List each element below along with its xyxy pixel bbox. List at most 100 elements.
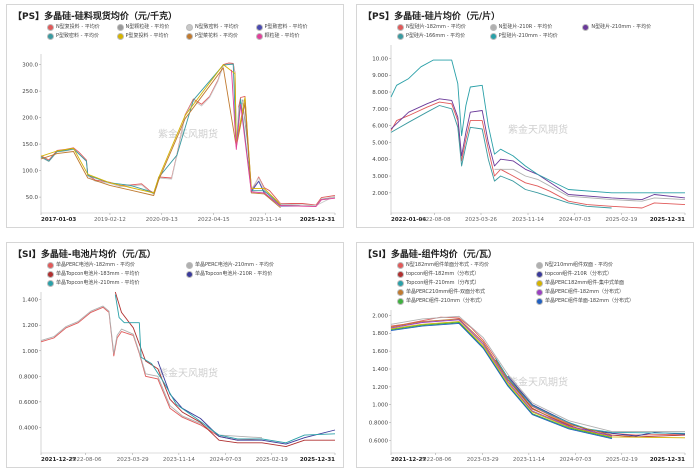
legend-item[interactable]: N型致密料 - 平均价 [186,23,239,33]
x-tick-label: 2024-07-03 [559,217,591,223]
legend-swatch [536,262,543,269]
series-line [390,101,686,209]
legend-label: 单晶PERC182mm组件-集中式单面 [545,280,624,286]
legend-swatch [489,24,497,31]
x-tick-label: 2025-12-31 [650,217,685,223]
chart-plot: 2.000 3.000 4.000 5.000 6.000 7.000 8.000 9.000… [372,45,686,223]
series-line [494,168,686,202]
series-line [390,105,612,209]
y-tick-label: 200.0 [22,116,38,122]
legend-item[interactable]: N型颗粒硅 - 平均价 [116,23,170,33]
legend-item[interactable]: P型致密料 - 平均价 [255,23,308,33]
legend-swatch [186,33,193,40]
legend-item[interactable]: P型硅片-210mm - 平均价 [489,32,558,42]
legend-swatch [397,262,404,269]
legend-swatch [47,271,54,278]
y-tick-label: 300.0 [22,63,38,69]
legend-item[interactable]: N型硅片-182mm - 平均价 [397,23,466,33]
legend-item[interactable]: 单晶Topcon电池片-210R - 平均价 [186,270,272,280]
y-tick-label: 250.0 [22,89,38,95]
x-tick-label: 2017-01-03 [41,217,76,223]
legend-label: P型菜花料 - 平均价 [195,33,238,39]
series-line [390,322,613,440]
series-line [40,67,281,209]
legend-item[interactable]: 单晶Topcon电池片-210mm - 平均价 [47,279,140,289]
legend-item[interactable]: P型硅片-166mm - 平均价 [397,32,465,42]
legend-item[interactable]: N型硅片-210mm - 平均价 [582,23,651,33]
x-tick-label: 2025-12-31 [650,457,685,463]
series-line [390,59,685,194]
legend-swatch [397,280,404,287]
legend-item[interactable]: 单晶Topcon电池片-183mm - 平均价 [47,270,140,280]
y-tick-label: 1.400 [22,298,38,304]
x-tick-label: 2019-02-12 [94,217,126,223]
legend-swatch [116,24,124,31]
legend-item[interactable]: 单晶PERC组件单面-182mm（分布式） [536,297,634,307]
legend-item[interactable]: 单晶PERC电池片-210mm - 平均价 [186,261,274,271]
legend-label: 单晶PERC210mm组件-双面分布式 [406,289,485,295]
legend-item[interactable]: 单晶PERC182mm组件-集中式单面 [536,279,624,289]
legend-item[interactable]: 单晶PERC电池片-182mm - 平均价 [47,261,135,271]
y-tick-label: 1.000 [372,403,388,409]
y-tick-label: 0.4000 [19,425,39,431]
legend-swatch [47,280,54,287]
legend-item[interactable]: N型复投料 - 平均价 [47,23,100,33]
legend-swatch [255,24,263,31]
legend-label: Topcon组件-210mm（分布式） [406,280,480,286]
legend-item[interactable]: N型182mm组件单面分布式 - 平均价 [397,261,489,271]
series-line [390,315,685,433]
legend-label: 单晶PERC组件单面-182mm（分布式） [545,298,634,304]
legend-item[interactable]: topcon组件-182mm（分布式） [397,270,479,280]
y-tick-label: 6.000 [372,124,388,130]
x-tick-label: 2022-08-08 [419,217,451,223]
legend-swatch [397,289,404,296]
y-tick-label: 9.000 [372,73,388,79]
series-line [157,360,336,445]
x-tick-label: 2025-12-31 [300,457,335,463]
series-line [114,294,336,444]
legend-swatch [489,33,497,40]
chart-legend: N型182mm组件单面分布式 - 平均价 N型210mm组件双面 - 平均价 top… [397,261,675,306]
legend-item[interactable]: P型菜花料 - 平均价 [186,32,238,42]
chart-legend: N型硅片-182mm - 平均价 N型硅片-210R - 平均价 N型硅片-210m… [397,23,675,41]
legend-label: P型致密料 - 平均价 [56,33,99,39]
y-tick-label: 0.6000 [19,400,39,406]
legend-label: N型颗粒硅 - 平均价 [125,24,170,30]
legend-label: N型硅片-182mm - 平均价 [406,24,466,30]
y-tick-label: 0.8000 [19,374,39,380]
chart-title: 【PS】多晶硅-硅料现货均价（元/千克） [13,12,178,22]
legend-label: 单晶PERC组件-182mm（分布式） [545,289,624,295]
chart-panel-si-cell: 【SI】多晶硅-电池片均价（元/瓦） 单晶PERC电池片-182mm - 平均价单… [6,242,344,468]
x-tick-label: 2023-11-14 [249,217,281,223]
legend-item[interactable]: topcon组件-210R（分布式） [536,270,612,280]
legend-swatch [536,289,543,296]
x-tick-label: 2025-02-19 [256,457,288,463]
x-tick-label: 2020-09-13 [146,217,178,223]
legend-item[interactable]: 单晶PERC组件-182mm（分布式） [536,288,624,298]
chart-plot: 50.0 100.0 150.0 200.0 250.0 300.0 2017-01-03 2… [22,54,336,223]
legend-label: 颗粒硅 - 平均价 [264,33,300,39]
legend-item[interactable]: N型硅片-210R - 平均价 [489,23,552,33]
x-tick-label: 2022-08-06 [70,457,102,463]
legend-item[interactable]: P型致密料 - 平均价 [47,32,99,42]
legend-item[interactable]: 单晶PERC组件-210mm（分布式） [397,297,485,307]
legend-label: P型致密料 - 平均价 [264,24,308,30]
series-line [231,69,336,208]
legend-item[interactable]: N型210mm组件双面 - 平均价 [536,261,613,271]
chart-panel-ps-wafer: 【PS】多晶硅-硅片均价（元/片） N型硅片-182mm - 平均价 N型硅片-21… [356,4,694,228]
legend-label: P型硅片-166mm - 平均价 [406,33,466,39]
watermark: 紫金天风期货 [508,376,568,389]
legend-label: N型硅片-210mm - 平均价 [591,24,652,30]
legend-item[interactable]: 单晶PERC210mm组件-双面分布式 [397,288,485,298]
legend-swatch [582,24,590,31]
legend-item[interactable]: Topcon组件-210mm（分布式） [397,279,480,289]
legend-swatch [47,33,54,40]
y-tick-label: 50.0 [26,195,39,201]
legend-swatch [536,271,543,278]
legend-item[interactable]: P型复投料 - 平均价 [116,32,169,42]
y-tick-label: 2.000 [372,191,388,197]
x-tick-label: 2022-08-06 [420,457,452,463]
x-tick-label: 2022-04-15 [198,217,230,223]
legend-item[interactable]: 颗粒硅 - 平均价 [255,32,300,42]
legend-swatch [397,24,404,31]
